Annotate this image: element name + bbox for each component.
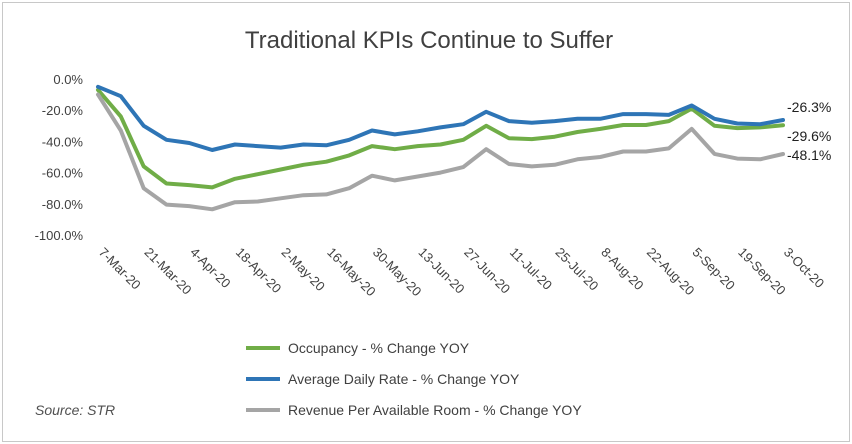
series-line-2 [96, 84, 785, 152]
x-tick-label: 22-Aug-20 [644, 245, 698, 299]
x-tick-label: 2-May-20 [279, 245, 328, 294]
x-tick-label: 8-Aug-20 [598, 245, 646, 293]
x-tick-label: 3-Oct-20 [781, 245, 827, 291]
legend-label: Average Daily Rate - % Change YOY [288, 371, 520, 387]
y-tick-label: -60.0% [42, 166, 84, 181]
y-tick-label: -40.0% [42, 134, 84, 149]
y-tick-label: -20.0% [42, 103, 84, 118]
x-tick-label: 4-Apr-20 [187, 245, 233, 291]
x-tick-label: 21-Mar-20 [142, 245, 195, 298]
x-tick-label: 27-Jun-20 [461, 245, 513, 297]
x-tick-label: 7-Mar-20 [96, 245, 144, 293]
series-line-3 [96, 92, 785, 212]
legend-label: Occupancy - % Change YOY [288, 340, 470, 356]
end-value-label: -48.1% [787, 147, 831, 163]
x-tick-label: 16-May-20 [324, 245, 379, 300]
series-line-1 [96, 87, 785, 190]
kpi-line-chart: Traditional KPIs Continue to Suffer 0.0%… [35, 27, 832, 418]
end-value-label: -29.6% [787, 128, 831, 144]
x-tick-label: 19-Sep-20 [735, 245, 789, 299]
legend-label: Revenue Per Available Room - % Change YO… [288, 402, 582, 418]
source-note: Source: STR [35, 402, 115, 418]
y-tick-label: 0.0% [53, 72, 83, 87]
x-tick-label: 11-Jul-20 [507, 245, 555, 293]
y-tick-label: -100.0% [35, 228, 84, 243]
end-value-label: -26.3% [787, 99, 831, 115]
x-tick-label: 18-Apr-20 [233, 245, 284, 296]
y-tick-label: -80.0% [42, 197, 84, 212]
x-tick-label: 30-May-20 [370, 245, 425, 300]
x-tick-label: 25-Jul-20 [553, 245, 602, 294]
chart-title: Traditional KPIs Continue to Suffer [245, 27, 613, 54]
